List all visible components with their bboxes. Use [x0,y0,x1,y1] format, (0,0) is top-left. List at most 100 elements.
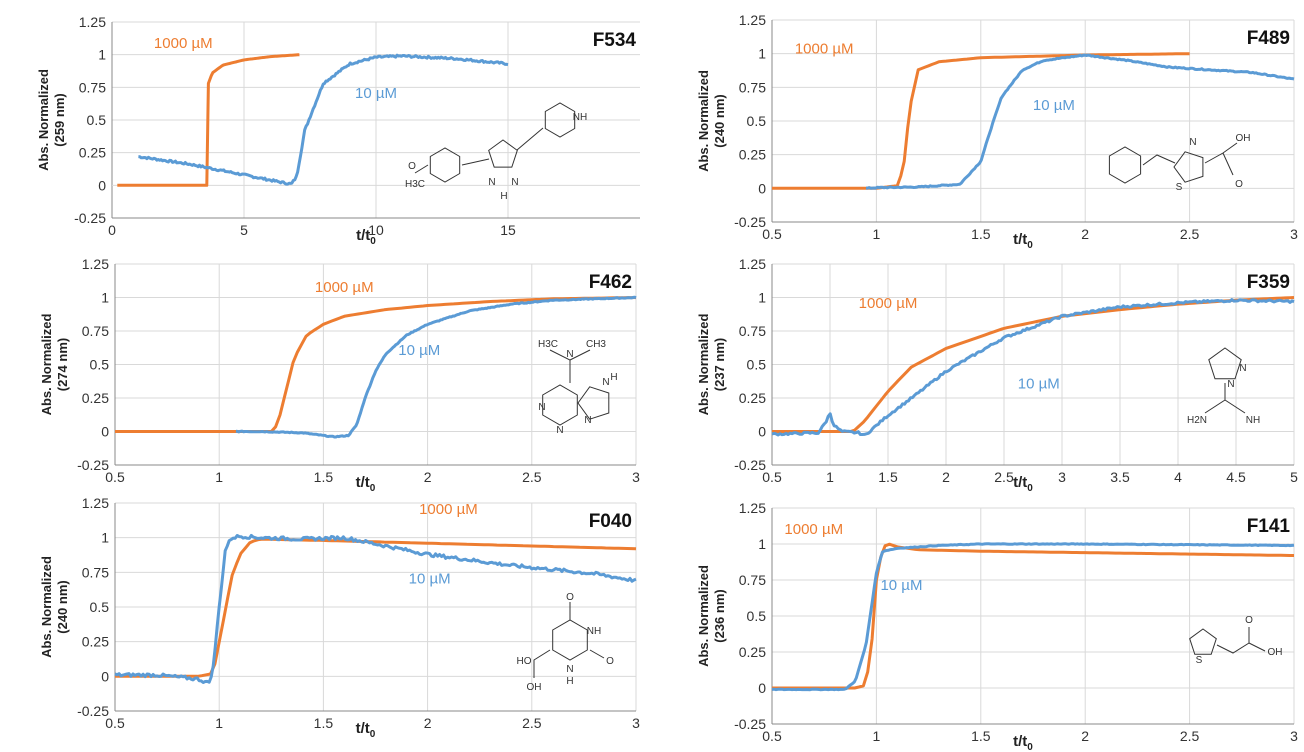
x-tick-label: 3 [1058,469,1066,485]
atom-label: N [566,664,573,675]
chart-panel-f462: -0.25 0 0.25 0.5 0.75 1 1.25 0.5 1 1.5 2 2.5 3 Abs. N… [39,256,640,494]
pyrazole-ring [488,139,518,168]
y-tick-label: -0.25 [734,716,766,732]
y-axis-label: Abs. Normalized [36,69,51,171]
x-tick-label: 2.5 [994,469,1014,485]
y-tick-label: -0.25 [734,457,766,473]
series-label-1000uM: 1000 µM [154,35,213,52]
x-tick-label: 2.5 [1180,728,1200,744]
benzene-ring [1108,146,1142,184]
x-tick-label: 1.5 [971,728,991,744]
y-tick-label: 0.75 [739,323,766,339]
pyrimidine-ring [542,384,578,426]
series-label-1000uM: 1000 µM [419,501,478,518]
y-tick-label: 0.25 [739,644,766,660]
x-axis-label-subscript: 0 [1027,742,1033,752]
y-tick-label: 0.5 [90,599,110,615]
atom-label: H3C [538,339,558,350]
x-tick-label: 4 [1174,469,1182,485]
y-tick-label: 0 [758,424,766,440]
atom-label: O [1245,615,1253,626]
atom-label: N [1227,379,1234,390]
x-tick-label: 0.5 [762,469,782,485]
y-tick-label: 1 [101,290,109,306]
y-axis-label: Abs. Normalized [696,565,711,667]
series-line-1000uM [772,52,1190,190]
atom-label: N [488,177,495,188]
x-tick-label: 1 [873,226,881,242]
benzene-ring [429,147,461,183]
bonds [1142,142,1238,176]
x-tick-label: 5 [1290,469,1298,485]
y-tick-label: -0.25 [77,703,109,719]
pyrimidine-ring [552,619,588,661]
series-label-10uM: 10 µM [1018,376,1060,393]
atom-label: NH [1246,415,1260,426]
bonds [549,349,591,383]
series-line-10uM [771,542,1295,692]
x-tick-label: 2.5 [522,715,542,731]
x-tick-label: 3.5 [1110,469,1130,485]
panel-title: F141 [1247,516,1291,537]
x-tick-label: 4.5 [1226,469,1246,485]
chart-panel-f040: -0.25 0 0.25 0.5 0.75 1 1.25 0.5 1 1.5 2 2.5 3 Abs. N… [39,495,640,740]
molecule-structure: S O OH [1189,615,1283,666]
x-axis-label-subscript: 0 [370,483,376,494]
series-line-1000uM [772,542,1294,690]
x-tick-label: 2 [1081,728,1089,744]
x-tick-label: 1.5 [878,469,898,485]
atom-label: H3C [405,179,425,190]
x-tick-label: 3 [1290,728,1298,744]
y-tick-label: 1.25 [82,495,109,511]
x-tick-label: 2.5 [1180,226,1200,242]
y-tick-label: 0.75 [739,572,766,588]
atom-label: H [610,372,617,383]
x-tick-label: 2 [424,715,432,731]
x-axis-label-subscript: 0 [370,236,376,247]
y-tick-label: 1 [758,536,766,552]
x-tick-label: 5 [240,222,248,238]
x-axis-label-subscript: 0 [1027,483,1033,494]
chart-panel-f359: -0.25 0 0.25 0.5 0.75 1 1.25 0.5 1 1.5 2 2.5 3 3.5 4 4.… [696,256,1298,494]
x-tick-label: 0.5 [105,715,125,731]
y-tick-label: 0.25 [79,145,106,161]
series-line-10uM [138,53,509,186]
y-tick-label: 0.5 [90,357,110,373]
x-axis-label: t/t0 [1013,474,1033,494]
atom-label: H2N [1187,415,1207,426]
atom-label: H [566,676,573,687]
molecule-structure: H3C O N NH NH [405,102,587,202]
y-tick-label: 1.25 [739,256,766,272]
y-tick-label: -0.25 [77,457,109,473]
x-tick-label: 3 [1290,226,1298,242]
x-axis-label: t/t0 [356,720,376,740]
atom-label: S [1196,655,1203,666]
x-tick-label: 2 [942,469,950,485]
series-line-10uM [866,53,1295,190]
x-tick-label: 1 [215,715,223,731]
y-tick-label: -0.25 [734,214,766,230]
x-tick-label: 1 [826,469,834,485]
x-axis-label: t/t0 [356,474,376,494]
y-tick-label: -0.25 [74,210,106,226]
y-axis-label-unit: (236 nm) [712,589,727,642]
x-tick-label: 15 [500,222,516,238]
x-tick-label: 2 [424,469,432,485]
atom-label: O [408,161,416,172]
x-tick-label: 0.5 [762,226,782,242]
y-tick-label: 1.25 [82,256,109,272]
y-tick-label: 1 [101,530,109,546]
x-tick-label: 2 [1081,226,1089,242]
panel-title: F534 [593,30,637,51]
series-label-10uM: 10 µM [409,570,451,587]
y-tick-label: 0 [758,680,766,696]
y-tick-label: 0 [101,668,109,684]
bonds [1216,627,1266,654]
atom-label: OH [1268,647,1283,658]
chart-panel-f141: -0.25 0 0.25 0.5 0.75 1 1.25 0.5 1 1.5 2 2.5 3 Abs. N… [696,500,1298,752]
series-label-1000uM: 1000 µM [859,295,918,312]
y-axis-label: Abs. Normalized [39,556,54,658]
piperidine-ring [544,102,576,138]
x-tick-label: 0.5 [105,469,125,485]
